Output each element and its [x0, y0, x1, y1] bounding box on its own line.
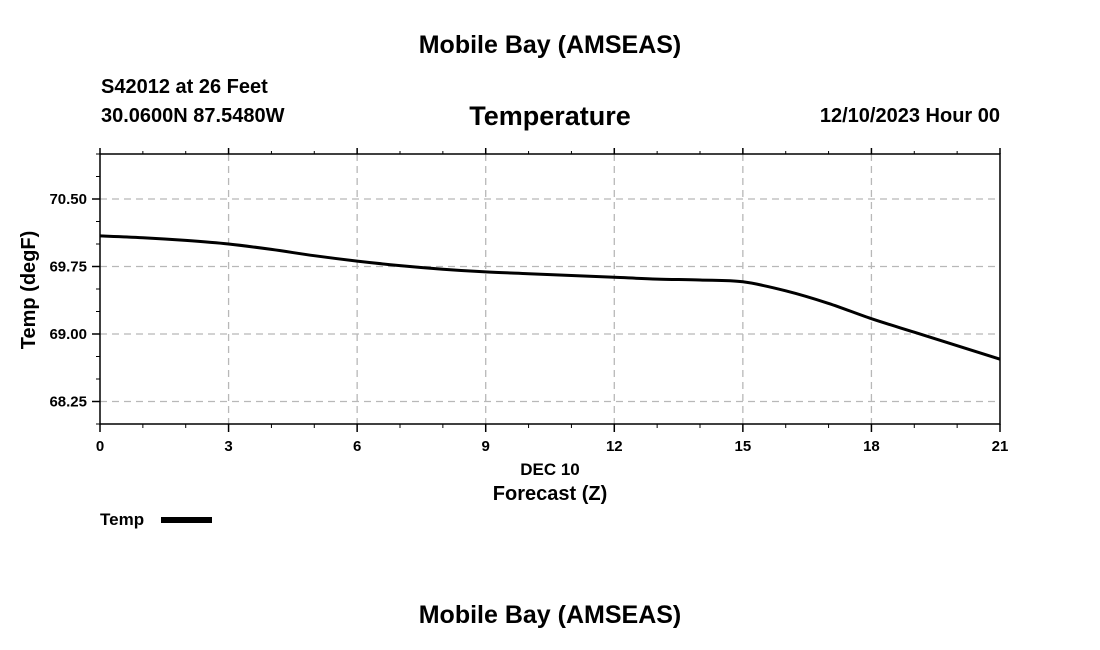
grid-layer: [100, 154, 1000, 424]
coordinates-label: 30.0600N 87.5480W: [101, 105, 285, 127]
y-tick-label: 70.50: [49, 191, 87, 208]
x-tick-label: 3: [224, 438, 232, 455]
station-label: S42012 at 26 Feet: [101, 76, 268, 98]
x-tick-label: 0: [96, 438, 104, 455]
tick-label-layer: 0 3 6 9 12 15 18 21 68.25 69.00 69.75 70.50: [49, 191, 1008, 455]
temperature-chart: 0 3 6 9 12 15 18 21 68.25 69.00 69.75 70.50 Temp (d…: [18, 148, 1008, 529]
chart-subtitle: Temperature: [469, 101, 631, 131]
x-tick-label: 12: [606, 438, 623, 455]
y-axis-label: Temp (degF): [18, 231, 40, 350]
x-axis-day-label: DEC 10: [520, 460, 580, 479]
legend-label: Temp: [100, 510, 144, 529]
x-tick-label: 18: [863, 438, 880, 455]
x-tick-label: 6: [353, 438, 361, 455]
footer-title: Mobile Bay (AMSEAS): [418, 601, 682, 629]
y-tick-label: 69.75: [49, 259, 87, 276]
x-tick-label: 15: [735, 438, 752, 455]
x-tick-label: 9: [482, 438, 490, 455]
x-tick-label: 21: [992, 438, 1009, 455]
y-tick-label: 69.00: [49, 326, 87, 343]
x-axis-label: Forecast (Z): [493, 483, 607, 505]
date-label: 12/10/2023 Hour 00: [819, 105, 1000, 127]
chart-main-title: Mobile Bay (AMSEAS): [418, 31, 682, 59]
plot-frame: [99, 153, 1001, 425]
y-tick-label: 68.25: [49, 394, 87, 411]
series-line-temp: [99, 234, 1001, 361]
